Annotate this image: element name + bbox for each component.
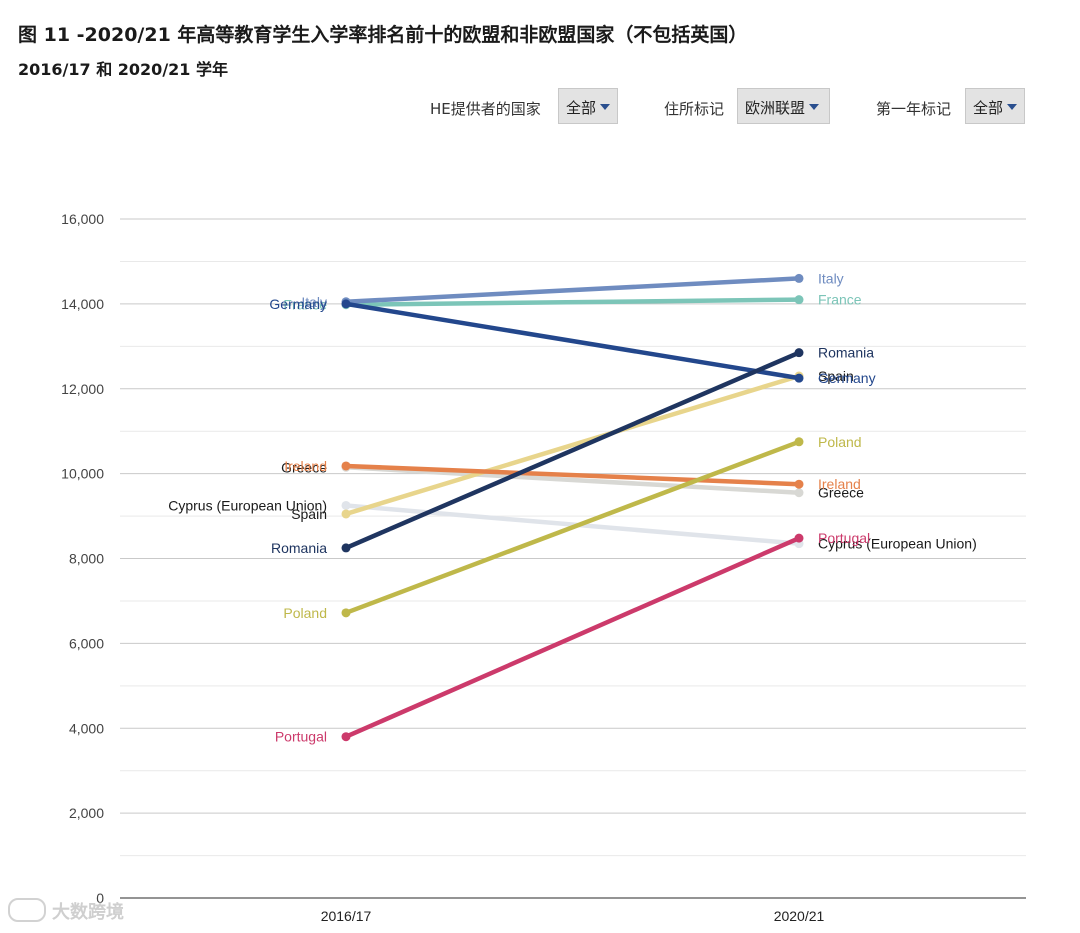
data-point	[341, 299, 351, 309]
data-point	[341, 509, 351, 519]
series-label-right: Romania	[818, 345, 874, 361]
series-line	[343, 373, 802, 517]
series-label-left: Greece	[281, 459, 327, 475]
y-tick-label: 12,000	[61, 381, 104, 397]
data-point	[794, 373, 804, 383]
data-point	[794, 348, 804, 358]
series-label-right: Cyprus (European Union)	[818, 536, 977, 552]
series-line	[343, 503, 802, 546]
dropdown-value: 全部	[973, 99, 1004, 117]
chevron-down-icon	[600, 104, 611, 110]
y-tick-label: 6,000	[69, 635, 104, 651]
filter-label-first-year: 第一年标记	[876, 100, 952, 118]
data-point	[341, 461, 351, 471]
data-point	[794, 479, 804, 489]
data-point	[341, 543, 351, 553]
series-label-left: Italy	[301, 294, 327, 310]
series-label-right: France	[818, 292, 862, 308]
y-tick-label: 0	[96, 890, 104, 906]
chart-title: 图 11 -2020/21 年高等教育学生入学率排名前十的欧盟和非欧盟国家（不包…	[18, 24, 748, 46]
first-year-dropdown[interactable]: 全部	[965, 88, 1025, 124]
series-label-right: Italy	[818, 270, 844, 286]
series-label-right: Greece	[818, 485, 864, 501]
series-label-left: Spain	[291, 506, 327, 522]
y-tick-label: 8,000	[69, 551, 104, 567]
series-line	[343, 535, 802, 739]
series-label-left: Cyprus (European Union)	[168, 497, 327, 513]
data-point	[794, 295, 804, 305]
series-label-left: Poland	[283, 605, 327, 621]
dropdown-value: 欧洲联盟	[745, 99, 806, 117]
data-point	[341, 500, 351, 510]
y-tick-label: 2,000	[69, 805, 104, 821]
y-tick-label: 14,000	[61, 296, 104, 312]
watermark: 大数跨境	[8, 898, 124, 924]
series-label-right: Portugal	[818, 530, 870, 546]
y-tick-label: 4,000	[69, 720, 104, 736]
series-label-left: France	[283, 297, 327, 313]
series-line	[343, 301, 802, 381]
x-tick-label: 2020/21	[774, 908, 825, 924]
filter-label-domicile: 住所标记	[664, 100, 725, 118]
series-label-left: Ireland	[284, 458, 327, 474]
series-label-right: Poland	[818, 434, 862, 450]
data-point	[794, 533, 804, 543]
series-line	[343, 297, 802, 307]
watermark-text: 大数跨境	[52, 902, 124, 923]
series-label-right: Spain	[818, 368, 854, 384]
series-label-left: Portugal	[275, 729, 327, 745]
filter-label-provider-country: HE提供者的国家	[430, 100, 541, 118]
series-line	[343, 350, 802, 551]
chart-subtitle: 2016/17 和 2020/21 学年	[18, 60, 228, 79]
data-point	[794, 437, 804, 447]
data-point	[794, 488, 804, 498]
series-label-left: Germany	[269, 296, 327, 312]
series-line	[343, 465, 802, 495]
chevron-down-icon	[809, 104, 820, 110]
provider-country-dropdown[interactable]: 全部	[558, 88, 618, 124]
chevron-down-icon	[1007, 104, 1018, 110]
dropdown-value: 全部	[566, 99, 597, 117]
series-label-right: Germany	[818, 370, 876, 386]
y-tick-label: 16,000	[61, 211, 104, 227]
series-line	[343, 439, 802, 616]
data-point	[794, 273, 804, 283]
series-label-right: Ireland	[818, 476, 861, 492]
y-tick-label: 10,000	[61, 466, 104, 482]
series-label-left: Romania	[271, 540, 327, 556]
data-point	[341, 608, 351, 618]
data-point	[341, 732, 351, 742]
watermark-logo-icon	[8, 898, 46, 922]
series-line	[343, 463, 802, 487]
series-line	[343, 276, 802, 305]
x-tick-label: 2016/17	[321, 908, 372, 924]
domicile-dropdown[interactable]: 欧洲联盟	[737, 88, 830, 124]
